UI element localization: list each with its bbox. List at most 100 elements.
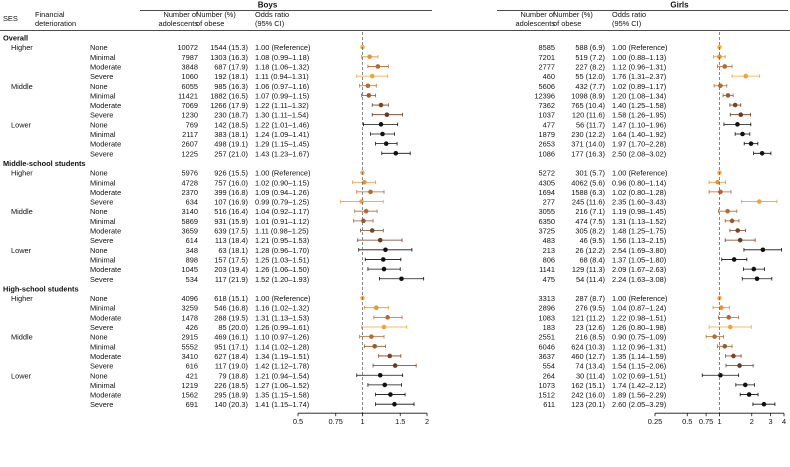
boys-odds-ratio-text: 1.28 (0.96–1.70)	[255, 246, 309, 255]
boys-adolescents-count: 1230	[182, 111, 198, 120]
boys-adolescents-count: 1060	[182, 72, 198, 81]
girls-odds-ratio-text: 1.26 (0.80–1.98)	[612, 323, 666, 332]
boys-odds-ratio-text: 1.08 (0.99–1.18)	[255, 53, 309, 62]
boys-obese-count: 1544 (15.3)	[210, 43, 248, 52]
boys-adolescents-count: 534	[186, 275, 198, 284]
boys-adolescents-count: 614	[186, 236, 198, 245]
ses-label: Middle	[11, 82, 33, 91]
financial-level: Severe	[90, 72, 113, 81]
boys-odds-ratio-point	[367, 54, 372, 60]
boys-odds-ratio-text: 1.22 (1.11–1.32)	[255, 101, 309, 110]
boys-odds-ratio-point	[393, 151, 399, 156]
girls-odds-ratio-point	[718, 372, 723, 378]
boys-adolescents-count: 426	[186, 323, 198, 332]
boys-odds-ratio-text: 1.35 (1.15–1.58)	[255, 391, 309, 400]
boys-adolescents-count: 7987	[182, 53, 198, 62]
section-title: High-school students	[3, 284, 79, 293]
boys-odds-ratio-point	[368, 189, 373, 195]
girls-x-tick-label: 0.25	[648, 417, 662, 426]
financial-level: None	[90, 294, 108, 303]
girls-odds-ratio-point	[715, 179, 720, 185]
girls-obese-count: 242 (16.0)	[571, 391, 605, 400]
boys-obese-count: 157 (17.5)	[214, 255, 248, 264]
girls-obese-count: 227 (8.2)	[575, 62, 605, 71]
girls-adolescents-count: 1512	[539, 391, 555, 400]
boys-adolescents-count: 3848	[182, 62, 198, 71]
boys-obese-count: 113 (18.4)	[215, 236, 248, 245]
girls-odds-ratio-point	[740, 131, 745, 137]
financial-level: Moderate	[90, 62, 121, 71]
girls-odds-ratio-text: 1.76 (1.31–2.37)	[612, 72, 666, 81]
boys-obese-count: 383 (18.1)	[214, 130, 248, 139]
girls-odds-ratio-text: 2.09 (1.67–2.63)	[612, 265, 666, 274]
financial-level: None	[90, 82, 108, 91]
g-header-adolescents: adolescents	[516, 19, 556, 28]
boys-obese-count: 639 (17.5)	[214, 227, 248, 236]
boys-adolescents-count: 3259	[182, 304, 198, 313]
boys-odds-ratio-text: 1.25 (1.03–1.51)	[255, 255, 309, 264]
financial-level: Minimal	[90, 178, 116, 187]
girls-adolescents-count: 3055	[539, 207, 555, 216]
financial-level: Moderate	[90, 227, 121, 236]
girls-odds-ratio-point	[735, 228, 741, 233]
girls-obese-count: 245 (11.6)	[572, 198, 605, 207]
girls-odds-ratio-text: 1.12 (0.96–1.31)	[612, 342, 666, 351]
girls-odds-ratio-text: 1.20 (1.08–1.34)	[612, 91, 666, 100]
girls-odds-ratio-text: 1.02 (0.89–1.17)	[612, 82, 666, 91]
ses-label: Lower	[11, 120, 32, 129]
financial-level: None	[90, 43, 108, 52]
boys-adolescents-count: 1478	[182, 313, 198, 322]
boys-odds-ratio-point	[392, 363, 398, 368]
ses-label: Higher	[11, 43, 33, 52]
financial-level: Severe	[90, 236, 113, 245]
boys-odds-ratio-text: 0.99 (0.79–1.25)	[255, 198, 309, 207]
boys-obese-count: 295 (18.9)	[214, 391, 248, 400]
girls-obese-count: 30 (11.4)	[576, 371, 605, 380]
header-ses: SES	[3, 14, 18, 23]
girls-odds-ratio-point	[760, 247, 766, 253]
boys-odds-ratio-text: 1.09 (0.94–1.26)	[255, 188, 309, 197]
ses-label: Higher	[11, 169, 33, 178]
financial-level: Moderate	[90, 313, 121, 322]
girls-obese-count: 305 (8.2)	[575, 227, 605, 236]
boys-odds-ratio-text: 1.52 (1.20–1.93)	[255, 275, 309, 284]
girls-obese-count: 121 (11.2)	[572, 313, 605, 322]
financial-level: Minimal	[90, 91, 116, 100]
boys-adolescents-count: 4728	[182, 178, 198, 187]
header-financial: Financial	[35, 10, 65, 19]
girls-odds-ratio-point	[727, 324, 733, 330]
boys-obese-count: 926 (15.5)	[214, 169, 248, 178]
girls-obese-count: 4062 (5.6)	[571, 178, 605, 187]
girls-odds-ratio-text: 1.58 (1.26–1.95)	[612, 111, 666, 120]
girls-obese-count: 230 (12.2)	[571, 130, 605, 139]
section-title: Middle-school students	[3, 159, 86, 168]
boys-odds-ratio-point	[385, 315, 390, 320]
boys-odds-ratio-point	[382, 382, 388, 388]
financial-level: Minimal	[90, 381, 116, 390]
girls-odds-ratio-point	[732, 102, 738, 108]
boys-adolescents-count: 348	[186, 246, 198, 255]
boys-adolescents-count: 421	[186, 371, 198, 380]
girls-odds-ratio-point	[748, 141, 754, 146]
financial-level: Moderate	[90, 265, 121, 274]
boys-adolescents-count: 1225	[182, 149, 198, 158]
girls-obese-count: 432 (7.7)	[575, 82, 605, 91]
financial-level: Severe	[90, 275, 113, 284]
girls-adolescents-count: 6046	[539, 342, 555, 351]
financial-level: Minimal	[90, 255, 116, 264]
girls-odds-ratio-point	[726, 315, 732, 320]
boys-odds-ratio-point	[381, 324, 387, 330]
girls-odds-ratio-text: 1.00 (Reference)	[612, 169, 667, 178]
girls-odds-ratio-text: 2.54 (1.69–3.80)	[612, 246, 666, 255]
girls-adolescents-count: 1086	[539, 149, 555, 158]
financial-level: Moderate	[90, 101, 121, 110]
boys-odds-ratio-text: 1.43 (1.23–1.67)	[255, 149, 309, 158]
boys-obese-count: 618 (15.1)	[214, 294, 248, 303]
boys-odds-ratio-text: 1.42 (1.12–1.78)	[255, 362, 309, 371]
girls-obese-count: 123 (20.1)	[571, 400, 605, 409]
financial-level: Minimal	[90, 130, 116, 139]
ses-label: Higher	[11, 294, 33, 303]
girls-odds-ratio-text: 1.74 (1.42–2.12)	[612, 381, 666, 390]
girls-adolescents-count: 554	[543, 362, 555, 371]
